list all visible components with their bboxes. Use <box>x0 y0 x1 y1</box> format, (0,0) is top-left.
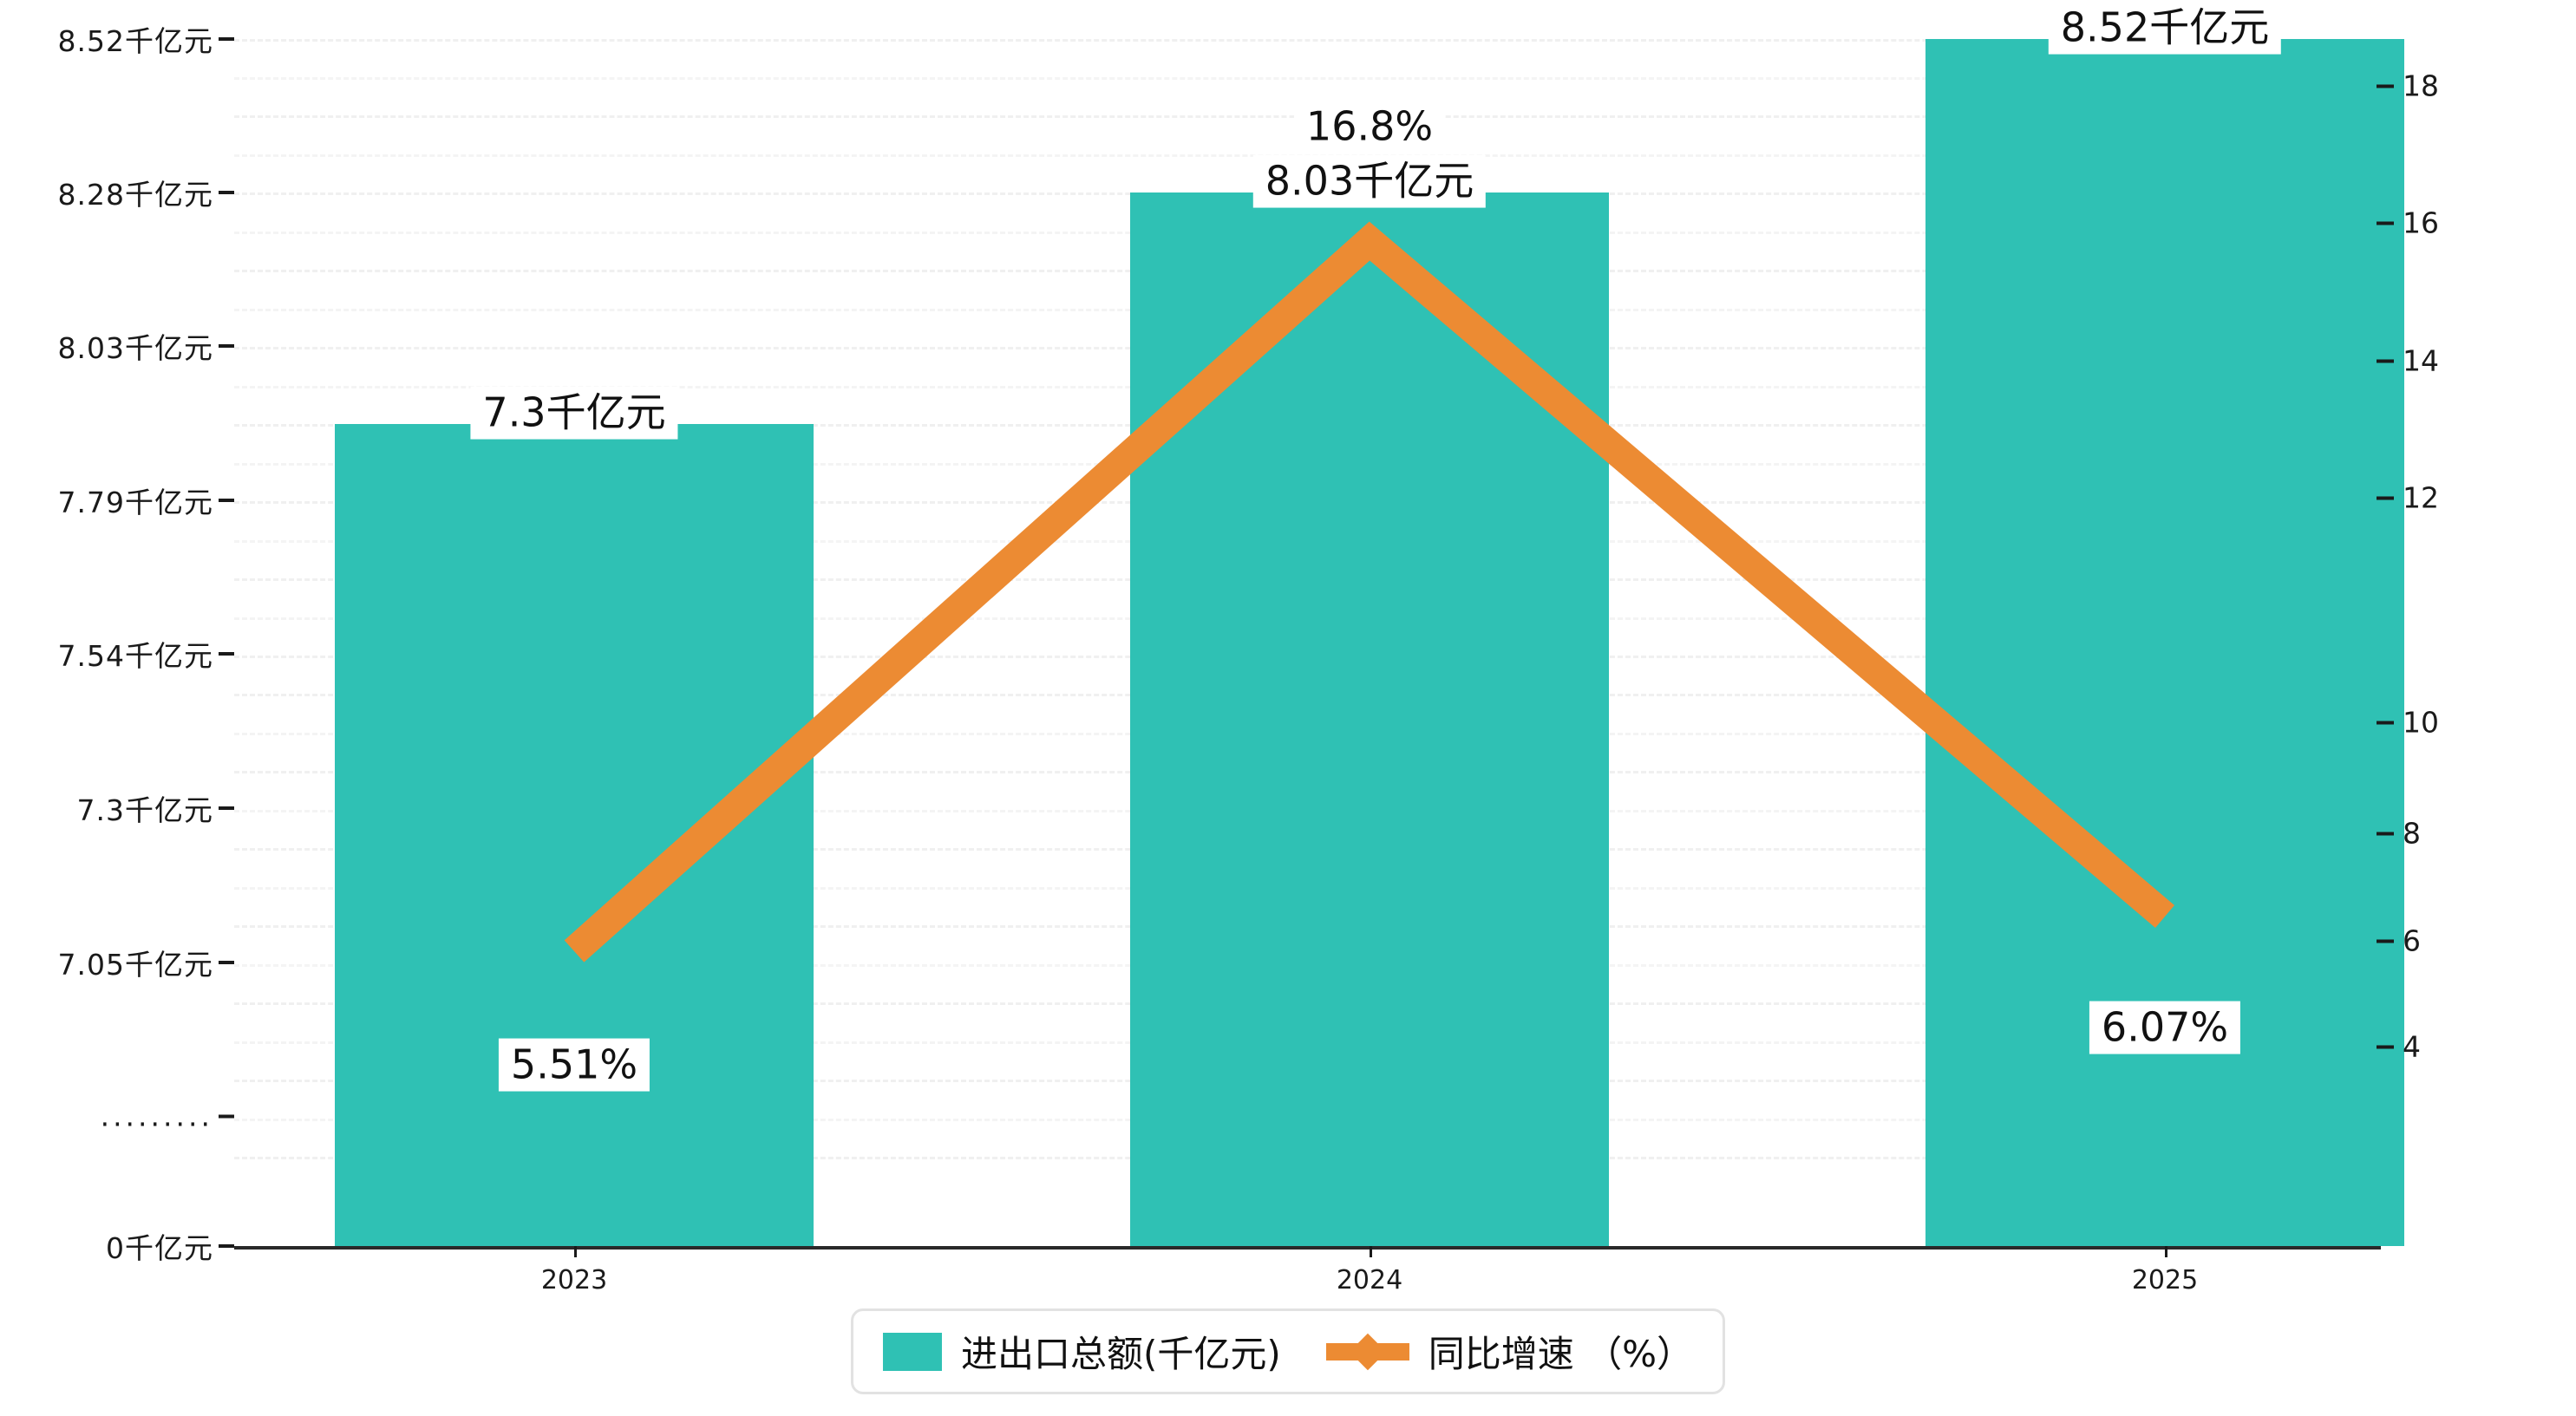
y-axis-right-tick-14: 14 <box>2377 343 2559 378</box>
y-axis-left-tick-7.54: 7.54千亿元 <box>0 633 234 675</box>
tick-mark <box>2165 1246 2167 1257</box>
y-axis-left-tick-8.52: 8.52千亿元 <box>0 18 234 60</box>
tick-mark <box>219 191 234 194</box>
y-axis-right-tick-label: 18 <box>2403 69 2439 103</box>
y-axis-left-tick-label: 8.28千亿元 <box>57 178 213 212</box>
legend-item-growth-rate[interactable]: 同比增速 （%） <box>1325 1325 1694 1378</box>
y-axis-left-tick-label: 7.79千亿元 <box>57 486 213 519</box>
y-axis-break-label: ......... <box>100 1099 213 1133</box>
y-axis-left-tick-label: 7.54千亿元 <box>57 639 213 673</box>
y-axis-left-tick-8.28: 8.28千亿元 <box>0 172 234 213</box>
y-axis-left-tick-label: 7.05千亿元 <box>57 948 213 982</box>
y-axis-right-tick-label: 10 <box>2403 705 2439 740</box>
tick-mark <box>219 37 234 41</box>
line-swatch-icon <box>1325 1333 1409 1371</box>
y-axis-right-tick-label: 8 <box>2403 816 2421 851</box>
bar-swatch-icon <box>882 1332 942 1371</box>
tick-mark <box>574 1246 577 1257</box>
y-axis-right-tick-18: 18 <box>2377 69 2559 103</box>
y-axis-left-tick-label: 8.03千亿元 <box>57 331 213 365</box>
tick-mark <box>2377 939 2394 943</box>
tick-mark <box>219 652 234 656</box>
legend-item-label: 进出口总额(千亿元) <box>960 1333 1281 1375</box>
x-axis-tick-2023: 2023 <box>444 1246 704 1295</box>
legend-item-import-export-total[interactable]: 进出口总额(千亿元) <box>882 1325 1281 1378</box>
y-axis-left-tick-0: 0千亿元 <box>0 1225 234 1267</box>
y-axis-right-tick-8: 8 <box>2377 816 2559 851</box>
x-axis-tick-2025: 2025 <box>2035 1246 2295 1295</box>
y-axis-right-tick-label: 14 <box>2403 343 2439 378</box>
gridline-major <box>234 39 2381 42</box>
y-axis-right-tick-label: 12 <box>2403 480 2439 515</box>
x-axis-tick-label: 2024 <box>1336 1265 1403 1295</box>
y-axis-left-tick-7.05: 7.05千亿元 <box>0 942 234 983</box>
tick-mark <box>219 961 234 964</box>
line-swatch-marker-icon <box>1349 1333 1386 1370</box>
tick-mark <box>2377 496 2394 499</box>
y-axis-left-tick-label: 7.3千亿元 <box>76 793 213 827</box>
y-axis-right-tick-10: 10 <box>2377 705 2559 740</box>
y-axis-right-tick-label: 16 <box>2403 206 2439 240</box>
tick-mark <box>2377 221 2394 225</box>
y-axis-right-tick-12: 12 <box>2377 480 2559 515</box>
y-axis-left-tick-8.03: 8.03千亿元 <box>0 325 234 367</box>
y-axis-right-tick-16: 16 <box>2377 206 2559 240</box>
tick-mark <box>219 499 234 502</box>
x-axis-tick-label: 2025 <box>2131 1265 2199 1295</box>
tick-mark <box>219 344 234 348</box>
y-axis-right-tick-4: 4 <box>2377 1029 2559 1064</box>
bar-value-label-2023: 7.3千亿元 <box>470 386 678 440</box>
y-axis-left-tick-break: ......... <box>0 1099 234 1133</box>
tick-mark <box>219 1114 234 1118</box>
tick-mark <box>219 1244 234 1248</box>
y-axis-left-tick-label: 0千亿元 <box>106 1231 213 1265</box>
bar-2023[interactable] <box>335 424 814 1246</box>
line-value-label-2023: 5.51% <box>498 1038 651 1092</box>
y-axis-right-tick-6: 6 <box>2377 923 2559 958</box>
legend-item-label: 同比增速 （%） <box>1428 1333 1694 1375</box>
tick-mark <box>2377 84 2394 88</box>
line-value-label-2024: 16.8% <box>1293 100 1446 153</box>
y-axis-right-tick-label: 4 <box>2403 1029 2421 1064</box>
tick-mark <box>219 806 234 810</box>
tick-mark <box>2377 832 2394 835</box>
bar-value-label-2025: 8.52千亿元 <box>2048 1 2282 55</box>
tick-mark <box>2377 359 2394 362</box>
tick-mark <box>2377 721 2394 724</box>
tick-mark <box>2377 1045 2394 1048</box>
y-axis-right-tick-label: 6 <box>2403 923 2421 958</box>
chart-legend: 进出口总额(千亿元) 同比增速 （%） <box>850 1308 1726 1394</box>
x-axis-tick-2024: 2024 <box>1239 1246 1500 1295</box>
tick-mark <box>1370 1246 1372 1257</box>
bar-value-label-2024: 8.03千亿元 <box>1252 154 1487 208</box>
line-value-label-2025: 6.07% <box>2089 1001 2241 1054</box>
bar-2025[interactable] <box>1925 39 2404 1246</box>
x-axis-tick-label: 2023 <box>540 1265 608 1295</box>
y-axis-left-tick-7.79: 7.79千亿元 <box>0 480 234 521</box>
y-axis-left-tick-label: 8.52千亿元 <box>57 24 213 58</box>
gridline-minor <box>234 77 2381 80</box>
bar-2024[interactable] <box>1130 192 1609 1246</box>
x-axis-baseline <box>234 1246 2381 1250</box>
y-axis-left-tick-7.3: 7.3千亿元 <box>0 787 234 829</box>
